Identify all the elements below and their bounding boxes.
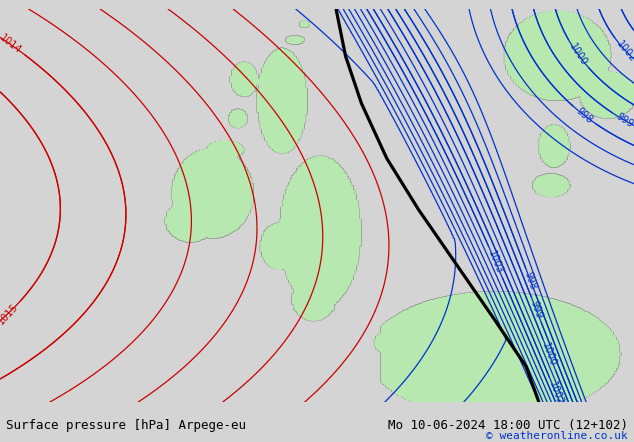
Text: 1000: 1000 [567, 41, 588, 67]
Text: 1015: 1015 [0, 301, 20, 326]
Text: Mo 10-06-2024 18:00 UTC (12+102): Mo 10-06-2024 18:00 UTC (12+102) [387, 419, 628, 432]
Text: 1002: 1002 [614, 38, 634, 64]
Text: Surface pressure [hPa] Arpege-eu: Surface pressure [hPa] Arpege-eu [6, 419, 247, 432]
Text: 998: 998 [523, 271, 538, 291]
Text: © weatheronline.co.uk: © weatheronline.co.uk [486, 431, 628, 441]
Text: 999: 999 [614, 111, 634, 130]
Text: 998: 998 [574, 106, 595, 125]
Text: 1000: 1000 [540, 342, 558, 368]
Text: 1003: 1003 [486, 249, 505, 275]
Text: 1002: 1002 [547, 380, 565, 407]
Text: 999: 999 [529, 299, 544, 320]
Text: 1014: 1014 [0, 33, 23, 56]
